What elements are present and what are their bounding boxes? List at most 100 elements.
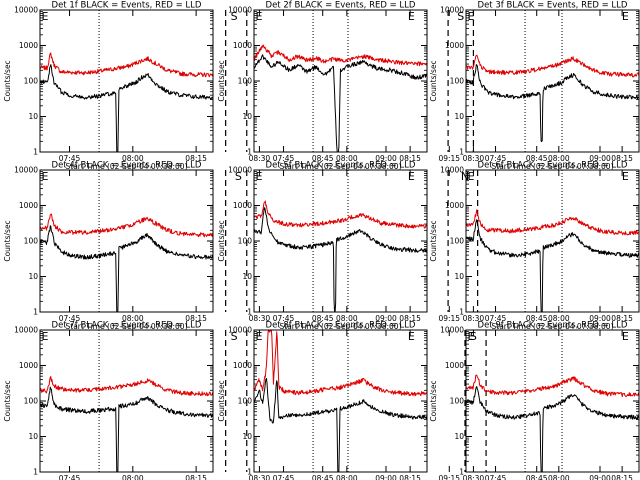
x-tick-label: 08:30	[249, 474, 271, 480]
y-tick-label: 10000	[14, 166, 38, 175]
x-tick-label: 08:00	[336, 314, 358, 323]
y-tick-label: 100	[24, 397, 39, 406]
x-axis-label: Start Time (02-Sep-04 07:38:00)	[280, 162, 402, 171]
x-tick-label: 07:45	[273, 154, 295, 163]
y-tick-label: 1000	[233, 201, 252, 210]
panel-title: Det 5f BLACK = Events, RED = LLD	[266, 161, 416, 171]
x-tick-label: 08:30	[249, 314, 271, 323]
y-tick-label: 1000	[19, 41, 38, 50]
region-marker: E	[408, 330, 415, 343]
x-tick-label: 07:45	[485, 314, 507, 323]
x-tick-label: 07:45	[273, 314, 295, 323]
panel-title: Det 2f BLACK = Events, RED = LLD	[266, 1, 416, 11]
lld-series-line	[39, 213, 214, 238]
y-tick-label: 1	[459, 308, 464, 317]
x-tick-label: 09:15	[438, 314, 460, 323]
y-tick-label: 1000	[19, 201, 38, 210]
events-series-line	[465, 219, 640, 313]
y-tick-label: 10000	[440, 166, 464, 175]
x-tick-label: 08:30	[463, 154, 485, 163]
y-tick-label: 100	[450, 77, 465, 86]
y-tick-label: 10000	[228, 6, 252, 15]
y-tick-label: 100	[450, 237, 465, 246]
events-series-line	[253, 207, 428, 313]
y-tick-label: 10	[28, 272, 38, 281]
x-tick-label: 08:45	[526, 154, 548, 163]
y-tick-label: 10000	[440, 6, 464, 15]
panel-det-9: Det 9f BLACK = Events, RED = LLD 1 10 100 10…	[429, 321, 640, 480]
events-series-line	[253, 377, 428, 473]
lld-series-line	[465, 374, 640, 398]
x-tick-label: 08:45	[312, 154, 334, 163]
y-axis-label: Counts/sec	[217, 380, 226, 421]
region-marker: E	[408, 10, 415, 23]
x-tick-label: 09:15	[438, 154, 460, 163]
x-tick-label: 08:00	[122, 154, 144, 163]
y-tick-label: 10	[28, 112, 38, 121]
x-tick-label: 09:00	[589, 474, 611, 480]
x-tick-label: 07:45	[273, 474, 295, 480]
x-tick-label: 09:00	[375, 154, 397, 163]
y-axis-label: Counts/sec	[217, 220, 226, 261]
panel-title: Det 3f BLACK = Events, RED = LLD	[478, 1, 628, 11]
y-tick-label: 100	[238, 237, 253, 246]
y-tick-label: 1000	[233, 41, 252, 50]
x-axis-label: Start Time (02-Sep-04 07:38:00)	[66, 162, 188, 171]
x-tick-label: 09:00	[589, 154, 611, 163]
y-tick-label: 1	[247, 308, 252, 317]
y-axis-label: Counts/sec	[429, 220, 438, 261]
region-marker: E	[42, 330, 49, 343]
region-marker: S	[231, 10, 238, 23]
region-marker: E	[468, 170, 475, 183]
plot-frame	[39, 169, 214, 313]
x-tick-label: 08:45	[526, 314, 548, 323]
panel-det-4: Det 4f BLACK = Events, RED = LLD11010010…	[3, 161, 460, 332]
events-series-line	[253, 54, 428, 153]
x-tick-label: 09:00	[589, 314, 611, 323]
x-tick-label: 07:45	[59, 154, 81, 163]
x-tick-label: 07:45	[59, 314, 81, 323]
events-series-line	[465, 64, 640, 143]
y-tick-label: 100	[24, 237, 39, 246]
y-tick-label: 10	[454, 112, 464, 121]
y-tick-label: 10	[454, 272, 464, 281]
x-axis-label: Start Time (02-Sep-04 07:38:00)	[492, 322, 614, 331]
y-tick-label: 1	[33, 308, 38, 317]
lld-series-line	[39, 376, 214, 397]
x-tick-label: 08:15	[185, 314, 207, 323]
plot-frame	[39, 329, 214, 473]
y-tick-label: 1	[33, 148, 38, 157]
panel-title: Det 7f BLACK = Events, RED = LLD	[52, 321, 202, 331]
x-tick-label: 07:45	[485, 474, 507, 480]
events-series-line	[39, 386, 214, 473]
x-tick-label: 08:00	[122, 474, 144, 480]
x-tick-label: 08:30	[249, 154, 271, 163]
x-tick-label: 09:15	[438, 474, 460, 480]
x-tick-label: 08:45	[312, 314, 334, 323]
region-marker: E	[256, 170, 263, 183]
lld-series-line	[253, 200, 428, 229]
plot-frame	[465, 169, 640, 313]
x-tick-label: 07:45	[485, 154, 507, 163]
region-marker: E	[408, 170, 415, 183]
region-marker: S	[231, 330, 238, 343]
region-marker: E	[42, 170, 49, 183]
plot-frame	[253, 169, 428, 313]
x-tick-label: 08:15	[611, 154, 633, 163]
x-tick-label: 08:15	[399, 154, 421, 163]
plot-frame	[253, 9, 428, 153]
plot-frame	[465, 9, 640, 153]
region-marker: S	[470, 330, 477, 343]
y-tick-label: 1	[33, 468, 38, 477]
x-axis-label: Start Time (02-Sep-04 07:38:00)	[280, 322, 402, 331]
x-tick-label: 08:15	[399, 474, 421, 480]
y-tick-label: 10	[242, 112, 252, 121]
x-axis-label: Start Time (02-Sep-04 07:38:00)	[66, 322, 188, 331]
x-axis-label: Start Time (02-Sep-04 07:38:00)	[492, 162, 614, 171]
y-tick-label: 1000	[19, 361, 38, 370]
x-tick-label: 07:45	[59, 474, 81, 480]
y-tick-label: 10000	[228, 166, 252, 175]
y-axis-label: Counts/sec	[3, 380, 12, 421]
panel-det-5: Det 5f BLACK = Events, RED = LLD11010010…	[217, 161, 629, 332]
